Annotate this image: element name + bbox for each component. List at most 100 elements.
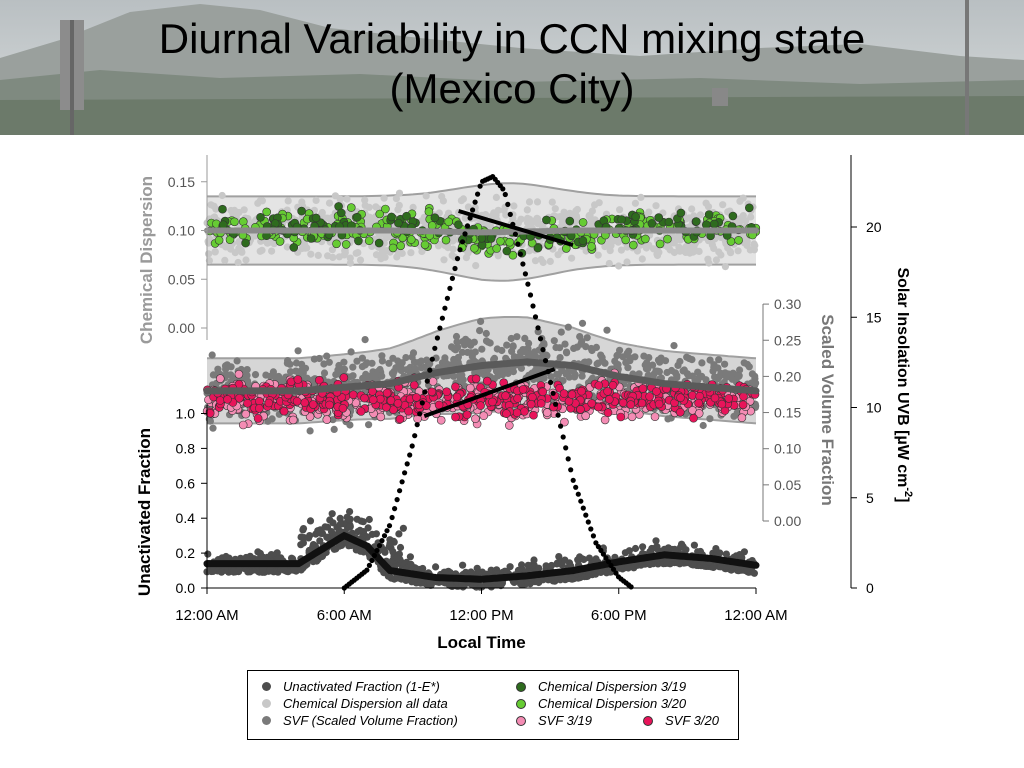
svf-3-20-point	[215, 396, 225, 405]
unactivated-fraction-point	[297, 533, 305, 541]
solar-insolation-point	[467, 215, 473, 221]
chem-dispersion-3-19-point	[676, 208, 686, 218]
svf-all-point	[389, 370, 397, 378]
svf-all-point	[459, 376, 467, 384]
solar-insolation-point	[414, 422, 420, 428]
chem-dispersion-all-point	[343, 195, 351, 203]
solar-insolation-point	[570, 477, 576, 483]
svf-3-20-point	[482, 376, 492, 386]
slide-title-line1: Diurnal Variability in CCN mixing state	[158, 15, 866, 62]
unactivated-fraction-point	[336, 514, 344, 523]
svf-3-20-point	[243, 398, 252, 408]
chem-dispersion-3-20-point	[578, 218, 588, 227]
chem-dispersion-all-point	[440, 256, 448, 264]
chem-dispersion-all-point	[409, 203, 417, 211]
chem-dispersion-3-20-point	[492, 244, 502, 253]
svf-all-point	[751, 372, 759, 380]
svf-all-point	[503, 341, 511, 349]
svf-all-point	[292, 367, 300, 375]
svf-3-20-point	[395, 414, 405, 424]
svf-all-point	[694, 376, 702, 384]
solar-insolation-point	[376, 543, 383, 549]
svf-3-20-point	[724, 394, 734, 403]
chem-dispersion-tick-label: 0.15	[168, 174, 195, 190]
chem-dispersion-all-point	[566, 209, 574, 217]
unactivated-fraction-point	[458, 580, 466, 588]
unactivated-fraction-point	[477, 583, 485, 591]
svf-3-20-point	[638, 384, 648, 393]
unactivated-fraction-point	[209, 567, 217, 576]
chem-dispersion-3-19-point	[542, 215, 551, 225]
svf-all-point	[588, 346, 596, 355]
unactivated-fraction-point	[406, 553, 414, 561]
chem-dispersion-3-20-point	[396, 241, 406, 251]
solar-insolation-point	[475, 191, 481, 197]
svf-all-point	[664, 415, 672, 423]
svf-3-20-point	[223, 395, 232, 404]
svf-all-point	[583, 334, 591, 342]
unactivated-fraction-point	[561, 556, 569, 564]
chem-dispersion-all-point	[523, 206, 531, 214]
chem-dispersion-all-point	[743, 241, 751, 250]
svf-all-point	[570, 344, 578, 352]
chart-legend: Unactivated Fraction (1-E*) Chemical Disp…	[247, 670, 739, 740]
solar-insolation-point	[598, 547, 604, 554]
legend-marker	[262, 682, 271, 692]
svf-all-point	[378, 352, 386, 360]
unactivated-fraction-point	[315, 528, 323, 536]
chem-dispersion-all-point	[715, 248, 723, 256]
chem-dispersion-all-point	[525, 247, 533, 255]
solar-insolation-point	[392, 506, 398, 512]
unactivated-fraction-point	[368, 530, 376, 539]
svf-all-point	[532, 353, 540, 361]
svf-all-point	[685, 372, 693, 380]
x-axis-label: Local Time	[437, 633, 526, 652]
solar-insolation-point	[585, 519, 591, 525]
svf-all-point	[616, 346, 624, 354]
svf-all-point	[467, 349, 475, 357]
solar-insolation-point	[608, 562, 614, 569]
svf-all-point	[557, 328, 565, 336]
svf-all-point	[698, 359, 706, 367]
svf-all-point	[740, 359, 748, 367]
unactivated-fraction-point	[638, 560, 646, 568]
chem-dispersion-all-point	[218, 191, 226, 200]
svf-all-point	[411, 364, 419, 372]
svf-3-20-point	[356, 407, 366, 416]
unactivated-fraction-point	[652, 537, 660, 545]
chem-dispersion-all-point	[750, 240, 758, 248]
svf-all-point	[476, 327, 484, 335]
chem-dispersion-3-19-point	[241, 238, 250, 248]
svf-all-point	[507, 334, 515, 343]
svf-3-20-point	[451, 412, 460, 422]
solar-insolation-point	[369, 557, 375, 564]
chem-dispersion-all-point	[551, 205, 559, 213]
svf-all-point	[721, 360, 729, 368]
svf-all-point	[614, 361, 622, 369]
solar-insolation-point	[613, 570, 619, 576]
solar-insolation-point	[429, 356, 435, 362]
svf-all-point	[353, 357, 361, 365]
solar-insolation-point	[464, 223, 471, 229]
unactivated-fraction-point	[646, 560, 654, 569]
svf-all-point	[358, 354, 366, 362]
svf-all-point	[622, 359, 630, 367]
svf-all-point	[640, 352, 648, 360]
svf-all-point	[394, 357, 402, 365]
unactivated-fraction-point	[327, 528, 336, 536]
chem-dispersion-all-point	[633, 247, 642, 255]
chem-dispersion-all-point	[472, 262, 480, 270]
unactivated-fraction-point	[259, 565, 267, 573]
svf-all-point	[347, 348, 355, 356]
chem-dispersion-all-point	[652, 202, 660, 210]
chem-dispersion-all-point	[710, 244, 718, 252]
title-banner-photo	[0, 0, 1024, 135]
chem-dispersion-all-point	[464, 203, 472, 211]
chem-dispersion-all-point	[586, 212, 594, 220]
unactivated-fraction-point	[364, 524, 372, 532]
svf-3-20-point	[513, 394, 522, 403]
svf-3-19-point	[737, 413, 747, 423]
chem-dispersion-all-point	[719, 201, 727, 209]
svf-3-20-point	[688, 391, 697, 400]
svf-all-point	[550, 337, 558, 345]
